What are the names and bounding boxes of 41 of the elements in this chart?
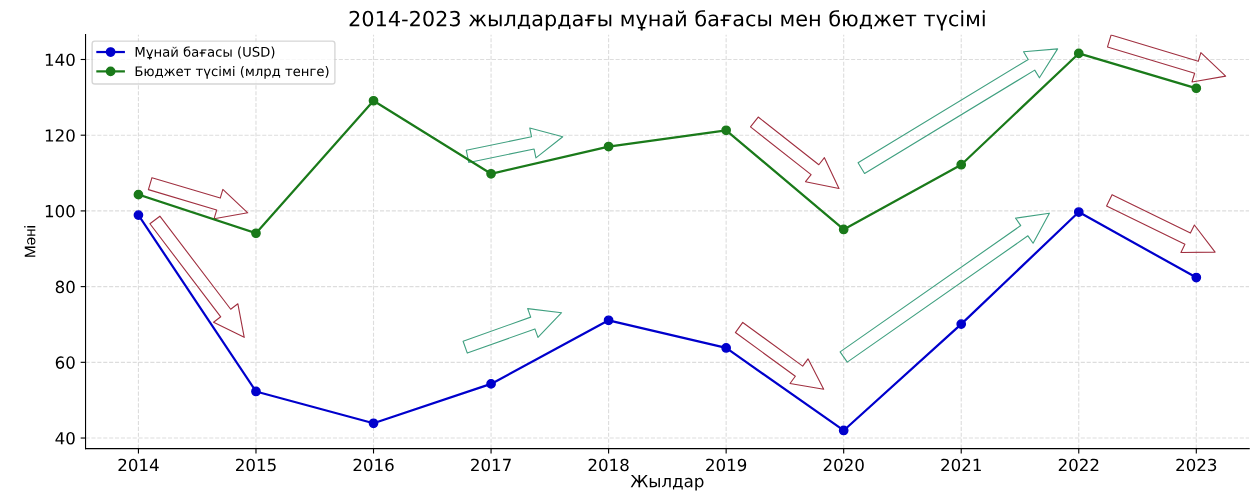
point [838, 425, 849, 436]
point [1073, 207, 1084, 217]
y-axis-title: Мәні [24, 226, 36, 257]
x-tick-label: 2016 [353, 458, 394, 472]
point [838, 224, 849, 235]
point [251, 386, 261, 397]
point [368, 418, 379, 429]
point [133, 189, 144, 200]
point [956, 159, 967, 170]
x-tick-label: 2020 [823, 458, 864, 472]
point [956, 319, 967, 329]
point [486, 168, 496, 179]
chart-title: 2014-2023 жылдардағы мұнай бағасы мен бюджет түсімі [349, 9, 985, 31]
point [721, 125, 732, 136]
y-tick-label: 60 [55, 356, 75, 369]
point [251, 228, 261, 239]
x-tick-label: 2014 [118, 458, 159, 472]
point [368, 95, 379, 106]
y-tick-label: 120 [45, 129, 75, 142]
y-tick-label: 80 [55, 280, 75, 294]
y-tick-label: 40 [55, 431, 75, 445]
x-tick-label: 2021 [941, 458, 981, 472]
x-tick-label: 2017 [471, 458, 511, 472]
point [1073, 48, 1084, 59]
point [603, 315, 614, 326]
x-tick-label: 2023 [1176, 458, 1217, 472]
point [1191, 83, 1202, 94]
point [721, 343, 732, 353]
point [486, 379, 496, 389]
legend-label: Мұнай бағасы (USD) [135, 46, 275, 60]
point [133, 210, 144, 220]
x-tick-label: 2019 [706, 458, 747, 472]
x-axis-title: Жылдар [630, 475, 704, 491]
x-tick-label: 2015 [235, 458, 276, 472]
y-tick-label: 100 [45, 204, 75, 218]
x-tick-label: 2018 [588, 458, 629, 472]
x-tick-label: 2022 [1058, 458, 1099, 472]
point [1191, 272, 1202, 283]
legend-label: Бюджет түсімі (млрд тенге) [135, 65, 329, 79]
y-tick-label: 140 [45, 53, 75, 67]
point [603, 141, 614, 152]
